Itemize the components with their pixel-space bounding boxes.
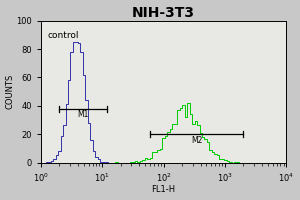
Y-axis label: COUNTS: COUNTS <box>6 74 15 109</box>
Text: M1: M1 <box>77 110 89 119</box>
Text: M2: M2 <box>191 136 202 145</box>
X-axis label: FL1-H: FL1-H <box>152 185 176 194</box>
Title: NIH-3T3: NIH-3T3 <box>132 6 195 20</box>
Text: control: control <box>48 31 79 40</box>
